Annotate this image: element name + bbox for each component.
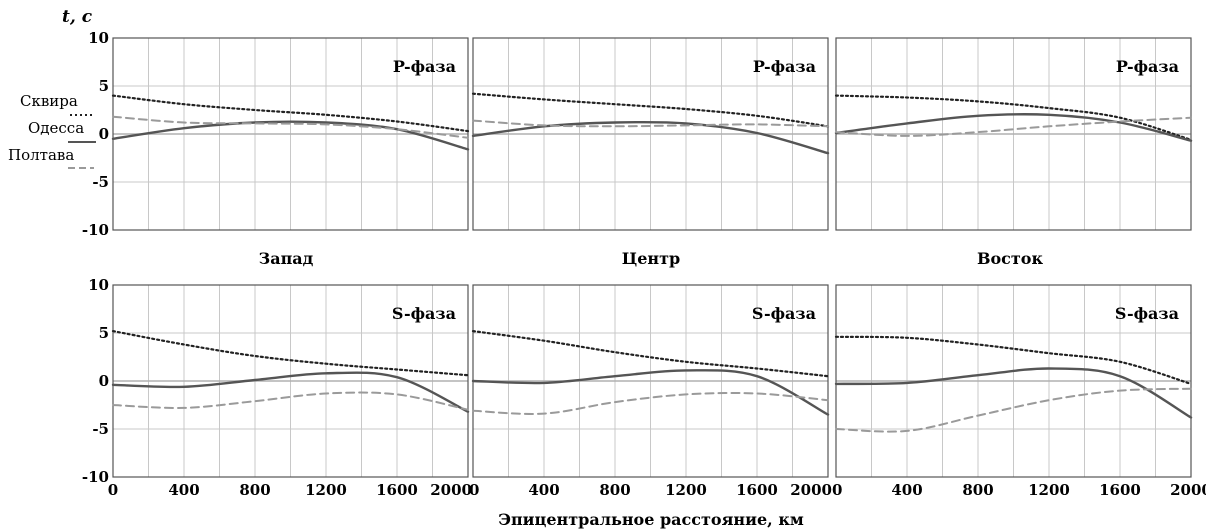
x-tick-label: 800 <box>962 481 993 499</box>
x-tick-label: 1600 <box>736 481 778 499</box>
y-tick-label: 5 <box>99 324 109 342</box>
y-tick-label: -5 <box>92 173 109 191</box>
y-tick-label: -10 <box>82 221 109 239</box>
y-tick-label: -10 <box>82 468 109 486</box>
panel-s-center: S-фаза 0 400 800 1200 1600 2000 <box>469 284 832 499</box>
series-line-poltava <box>472 119 829 128</box>
y-tick-label: 10 <box>88 276 109 294</box>
series-line-poltava <box>112 391 469 411</box>
legend-label-poltava: Полтава <box>8 146 74 164</box>
x-tick-label: 400 <box>168 481 199 499</box>
x-tick-label: 1200 <box>665 481 707 499</box>
y-tick-label: 10 <box>88 29 109 47</box>
x-tick-label: 0 <box>108 481 118 499</box>
x-tick-label: 2000 <box>1170 481 1206 499</box>
panel-p-west: P-фаза 10 5 0 -5 -10 <box>82 29 470 239</box>
x-tick-label: 2000 <box>790 481 832 499</box>
series-line-poltava <box>112 115 469 139</box>
x-tick-label: 2000 <box>430 481 472 499</box>
x-tick-label: 0 <box>469 481 479 499</box>
series-line-skvira <box>834 335 1193 385</box>
panel-p-center: P-фаза <box>471 37 830 231</box>
x-tick-label: 1200 <box>1028 481 1070 499</box>
series-line-poltava <box>835 116 1192 137</box>
series-line-skvira <box>471 330 830 378</box>
series-line-odessa <box>471 120 830 155</box>
phase-label: S-фаза <box>752 304 816 323</box>
x-axis-label: Эпицентральное расстояние, км <box>498 510 804 529</box>
series-line-poltava <box>472 391 829 415</box>
panel-frame <box>472 37 829 231</box>
column-title-west: Запад <box>259 249 314 268</box>
x-tick-label: 1600 <box>376 481 418 499</box>
panel-s-east: S-фаза 0 400 800 1200 1600 2000 <box>832 284 1206 499</box>
legend-label-odessa: Одесса <box>28 119 84 137</box>
phase-label: P-фаза <box>393 57 456 76</box>
x-tick-label: 1200 <box>305 481 347 499</box>
series-line-poltava <box>835 387 1192 433</box>
column-title-east: Восток <box>977 249 1044 268</box>
x-tick-label: 400 <box>528 481 559 499</box>
column-title-center: Центр <box>622 249 680 268</box>
series-line-odessa <box>471 369 830 416</box>
panel-frame <box>112 284 469 478</box>
y-tick-label: -5 <box>92 420 109 438</box>
x-tick-label: 1600 <box>1099 481 1141 499</box>
panel-frame <box>835 284 1192 478</box>
panel-p-east: P-фаза <box>834 37 1193 231</box>
panel-frame <box>112 37 469 231</box>
y-tick-label: 5 <box>99 77 109 95</box>
axes-layer: P-фаза 10 5 0 -5 -10 P-фаза P-фаза S-фаза 10 5 0 -5 -… <box>82 29 1206 499</box>
phase-label: S-фаза <box>392 304 456 323</box>
phase-label: P-фаза <box>1116 57 1179 76</box>
series-line-skvira <box>111 330 470 377</box>
series-line-odessa <box>834 367 1193 419</box>
phase-label: S-фаза <box>1115 304 1179 323</box>
phase-label: P-фаза <box>753 57 816 76</box>
series-line-skvira <box>471 92 830 128</box>
x-tick-label: 0 <box>832 481 842 499</box>
series-line-skvira <box>834 94 1193 141</box>
series-line-odessa <box>834 113 1193 142</box>
x-tick-label: 800 <box>599 481 630 499</box>
y-axis-label: t, с <box>62 7 93 27</box>
series-line-odessa <box>111 371 470 413</box>
y-tick-label: 0 <box>99 372 109 390</box>
legend-label-skvira: Сквира <box>20 92 78 110</box>
y-tick-label: 0 <box>99 125 109 143</box>
x-tick-label: 400 <box>891 481 922 499</box>
series-line-skvira <box>111 94 470 133</box>
x-tick-label: 800 <box>239 481 270 499</box>
legend: Сквира Одесса Полтава <box>8 92 96 169</box>
